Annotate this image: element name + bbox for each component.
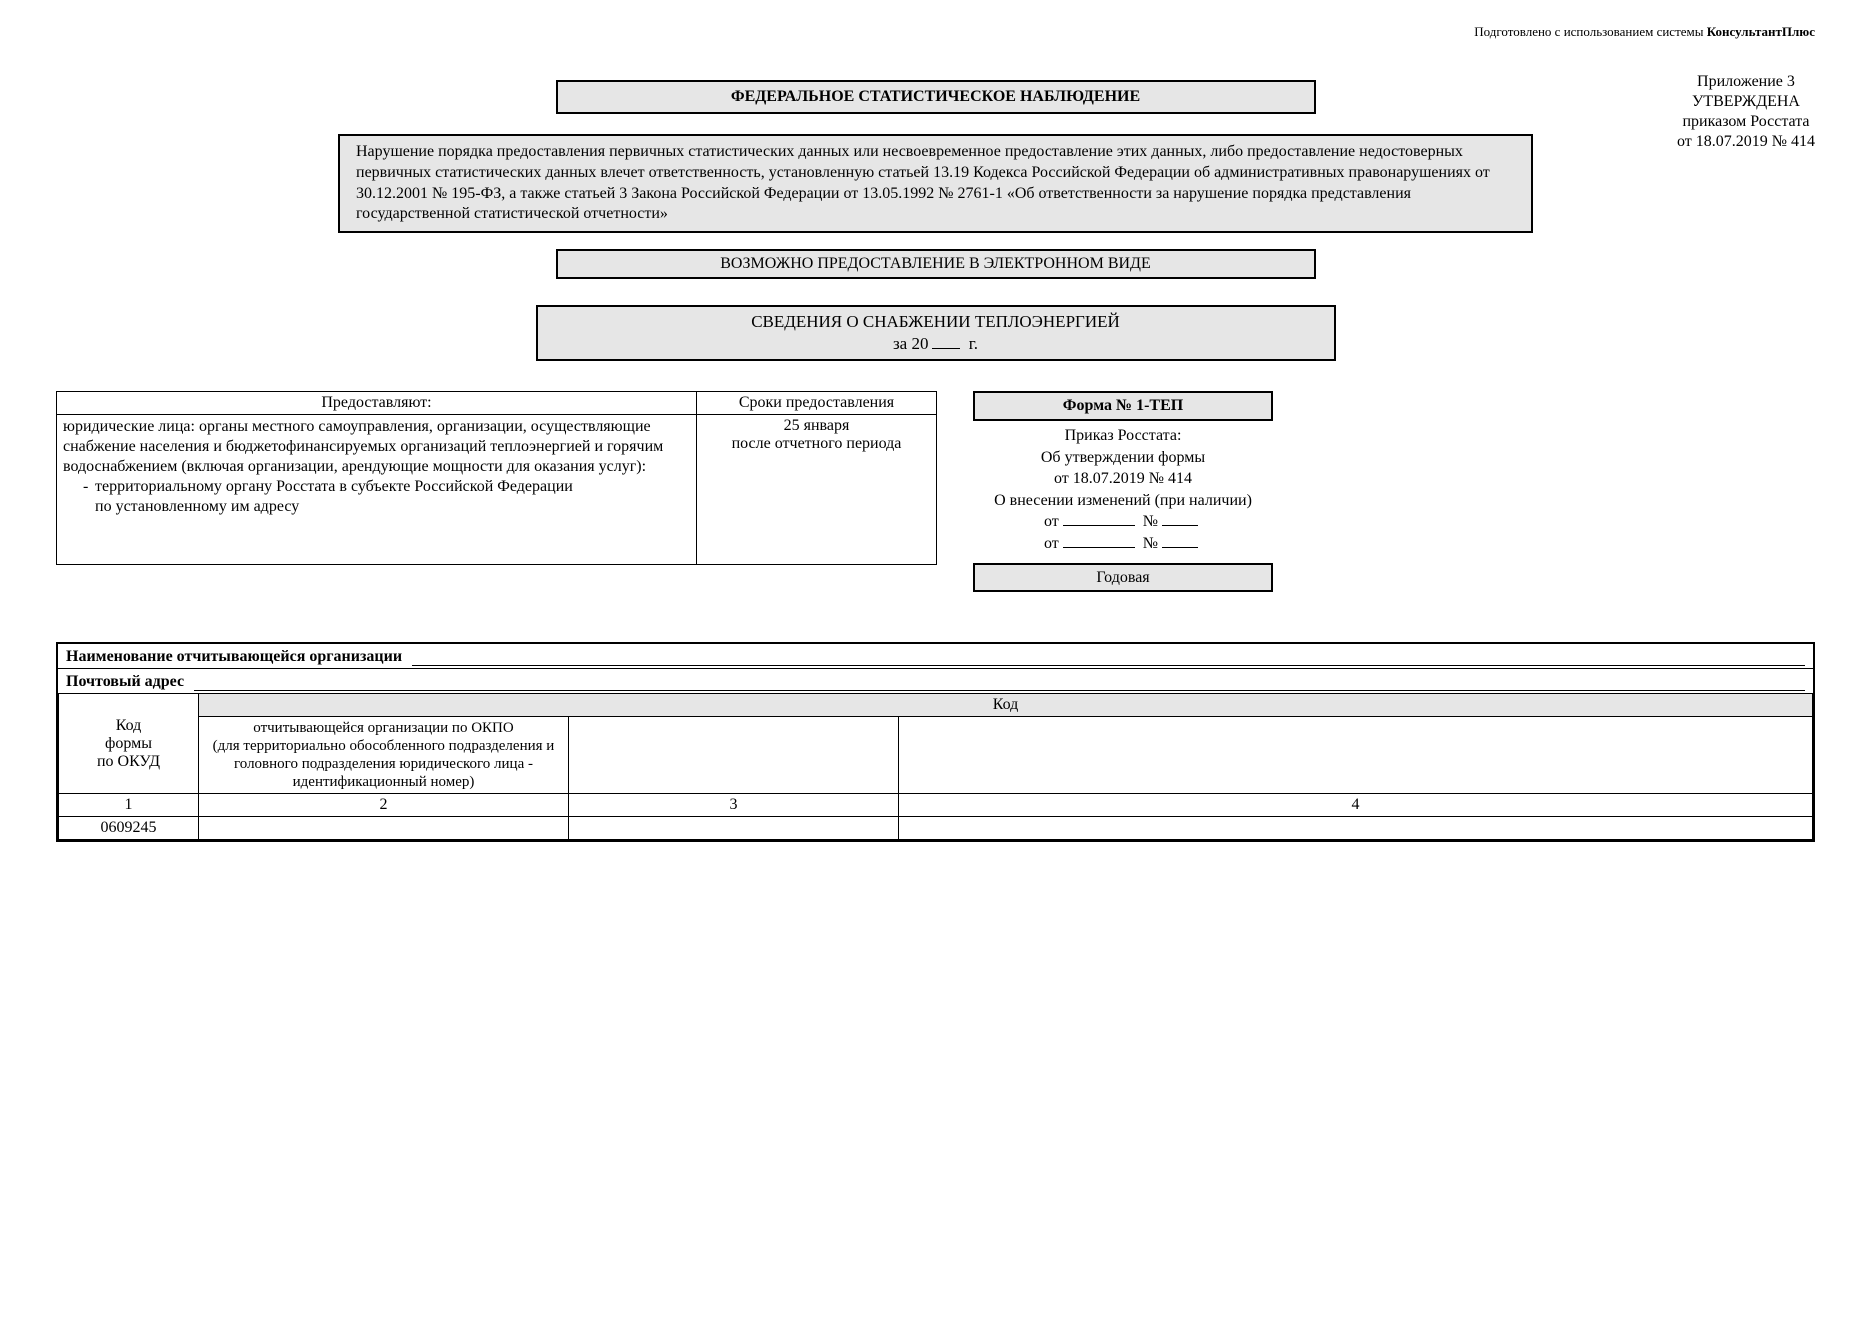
prepared-with-note: Подготовлено с использованием системы Ко… xyxy=(56,24,1815,40)
data-row-c3 xyxy=(569,817,899,840)
data-row-c4 xyxy=(899,817,1813,840)
year-prefix: за 20 xyxy=(893,334,929,353)
appendix-l3: приказом Росстата xyxy=(1677,112,1815,132)
report-subject-title: СВЕДЕНИЯ О СНАБЖЕНИИ ТЕПЛОЭНЕРГИЕЙ xyxy=(546,311,1326,333)
provide-who-l1: юридические лица: органы местного самоуп… xyxy=(63,417,690,477)
okpo-cell: отчитывающейся организации по ОКПО (для … xyxy=(199,717,569,794)
document-title-box: ФЕДЕРАЛЬНОЕ СТАТИСТИЧЕСКОЕ НАБЛЮДЕНИЕ xyxy=(556,80,1316,114)
org-name-line xyxy=(412,650,1805,666)
appendix-l2: УТВЕРЖДЕНА xyxy=(1677,92,1815,112)
appendix-block: Приложение 3 УТВЕРЖДЕНА приказом Росстат… xyxy=(1677,72,1815,152)
prepared-brand: КонсультантПлюс xyxy=(1707,24,1815,39)
year-suffix: г. xyxy=(964,334,978,353)
num-label-1: № xyxy=(1143,513,1158,530)
deadline-l2: после отчетного периода xyxy=(703,435,930,453)
form-change-line-2: от № xyxy=(973,533,1273,555)
num-blank-1 xyxy=(1162,512,1198,526)
num-label-2: № xyxy=(1143,535,1158,552)
annual-box: Годовая xyxy=(973,563,1273,593)
prepared-prefix: Подготовлено с использованием системы xyxy=(1474,24,1706,39)
col-num-2: 2 xyxy=(199,794,569,817)
col-num-3: 3 xyxy=(569,794,899,817)
provide-who-l3: по установленному им адресу xyxy=(63,497,690,517)
header-row: Приложение 3 УТВЕРЖДЕНА приказом Росстат… xyxy=(56,80,1815,114)
org-addr-line xyxy=(194,675,1805,691)
kod-header: Код xyxy=(199,694,1813,717)
org-name-label: Наименование отчитывающейся организации xyxy=(66,648,402,666)
okpo-l1: отчитывающейся организации по ОКПО xyxy=(205,719,562,737)
code-blank-2 xyxy=(899,717,1813,794)
ot-blank-2 xyxy=(1063,534,1135,548)
deadline-l1: 25 января xyxy=(703,417,930,435)
provide-who-cell: юридические лица: органы местного самоуп… xyxy=(57,415,697,565)
ot-label-1: от xyxy=(1044,513,1059,530)
num-blank-2 xyxy=(1162,534,1198,548)
org-section: Наименование отчитывающейся организации … xyxy=(56,642,1815,842)
electronic-box: ВОЗМОЖНО ПРЕДОСТАВЛЕНИЕ В ЭЛЕКТРОННОМ ВИ… xyxy=(556,249,1316,279)
col-num-1: 1 xyxy=(59,794,199,817)
provide-who-l2-wrap: -территориальному органу Росстата в субъ… xyxy=(63,477,690,497)
ot-blank-1 xyxy=(1063,512,1135,526)
code-table: Код формы по ОКУД Код отчитывающейся орг… xyxy=(58,693,1813,840)
mid-row: Предоставляют: Сроки предоставления юрид… xyxy=(56,391,1815,592)
okpo-l3: головного подразделения юридического лиц… xyxy=(205,755,562,773)
okud-label-cell: Код формы по ОКУД xyxy=(59,694,199,794)
provide-h2: Сроки предоставления xyxy=(697,392,937,415)
ot-label-2: от xyxy=(1044,535,1059,552)
provide-h1: Предоставляют: xyxy=(57,392,697,415)
code-blank-1 xyxy=(569,717,899,794)
okpo-l4: идентификационный номер) xyxy=(205,773,562,791)
provide-who-l2: территориальному органу Росстата в субъе… xyxy=(95,478,573,495)
form-caption: Форма № 1-ТЕП xyxy=(973,391,1273,421)
col-num-4: 4 xyxy=(899,794,1813,817)
dash-icon: - xyxy=(83,477,95,497)
year-blank xyxy=(932,334,960,349)
form-l2: Об утверждении формы xyxy=(973,447,1273,469)
report-year-line: за 20 г. xyxy=(546,333,1326,355)
okud-l3: по ОКУД xyxy=(65,753,192,771)
provide-deadline-cell: 25 января после отчетного периода xyxy=(697,415,937,565)
form-block: Форма № 1-ТЕП Приказ Росстата: Об утверж… xyxy=(973,391,1273,592)
okud-code: 0609245 xyxy=(59,817,199,840)
okud-l1: Код xyxy=(65,717,192,735)
org-addr-label: Почтовый адрес xyxy=(66,673,184,691)
form-l1: Приказ Росстата: xyxy=(973,425,1273,447)
form-change-line-1: от № xyxy=(973,511,1273,533)
data-row-c2 xyxy=(199,817,569,840)
org-addr-row: Почтовый адрес xyxy=(58,669,1813,693)
okud-l2: формы xyxy=(65,735,192,753)
report-subject-box: СВЕДЕНИЯ О СНАБЖЕНИИ ТЕПЛОЭНЕРГИЕЙ за 20… xyxy=(536,305,1336,361)
form-l4: О внесении изменений (при наличии) xyxy=(973,490,1273,512)
org-name-row: Наименование отчитывающейся организации xyxy=(58,644,1813,669)
provide-table: Предоставляют: Сроки предоставления юрид… xyxy=(56,391,937,565)
okpo-l2: (для территориально обособленного подраз… xyxy=(205,737,562,755)
form-l3: от 18.07.2019 № 414 xyxy=(973,468,1273,490)
appendix-l1: Приложение 3 xyxy=(1677,72,1815,92)
appendix-l4: от 18.07.2019 № 414 xyxy=(1677,132,1815,152)
violation-box: Нарушение порядка предоставления первичн… xyxy=(338,134,1533,233)
